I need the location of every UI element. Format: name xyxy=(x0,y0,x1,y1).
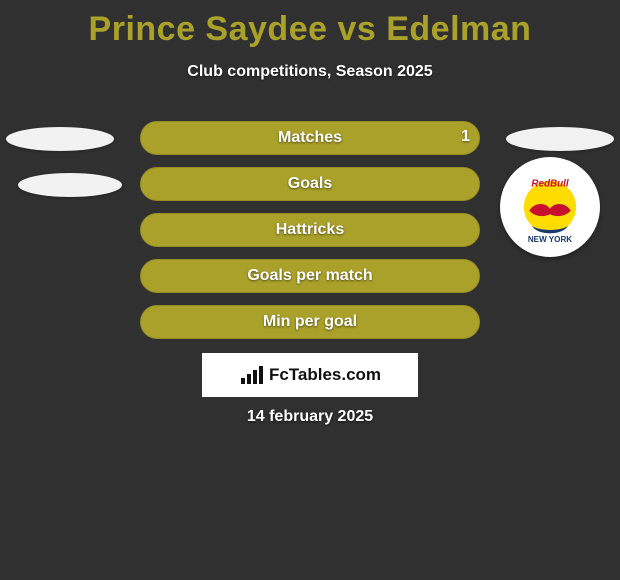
page-subtitle: Club competitions, Season 2025 xyxy=(0,63,620,81)
stat-label: Goals per match xyxy=(247,267,372,285)
svg-text:RedBull: RedBull xyxy=(531,178,569,189)
stat-label: Hattricks xyxy=(276,221,344,239)
player-right-placeholder-icon xyxy=(506,127,614,151)
stat-row-gpm: Goals per match xyxy=(0,259,620,305)
stat-label: Min per goal xyxy=(263,313,357,331)
stat-bar: Min per goal xyxy=(140,305,480,339)
stat-bar: Goals xyxy=(140,167,480,201)
player-left-placeholder-icon xyxy=(6,127,114,151)
stat-bar: Goals per match xyxy=(140,259,480,293)
stats-rows: Matches 1 Goals RedBull NEW YORK Hattric… xyxy=(0,121,620,351)
stat-label: Goals xyxy=(288,175,332,193)
stat-row-hattricks: Hattricks xyxy=(0,213,620,259)
stat-bar: Matches xyxy=(140,121,480,155)
stat-row-matches: Matches 1 xyxy=(0,121,620,167)
date-text: 14 february 2025 xyxy=(0,408,620,426)
page-title: Prince Saydee vs Edelman xyxy=(0,0,620,49)
stat-right-value: 1 xyxy=(461,128,470,146)
stat-label: Matches xyxy=(278,129,342,147)
stat-row-goals: Goals RedBull NEW YORK xyxy=(0,167,620,213)
fctables-bars-icon xyxy=(239,364,265,386)
stat-row-mpg: Min per goal xyxy=(0,305,620,351)
watermark-text: FcTables.com xyxy=(269,365,381,385)
player-left-placeholder-icon xyxy=(18,173,122,197)
stat-bar: Hattricks xyxy=(140,213,480,247)
watermark: FcTables.com xyxy=(202,353,418,397)
